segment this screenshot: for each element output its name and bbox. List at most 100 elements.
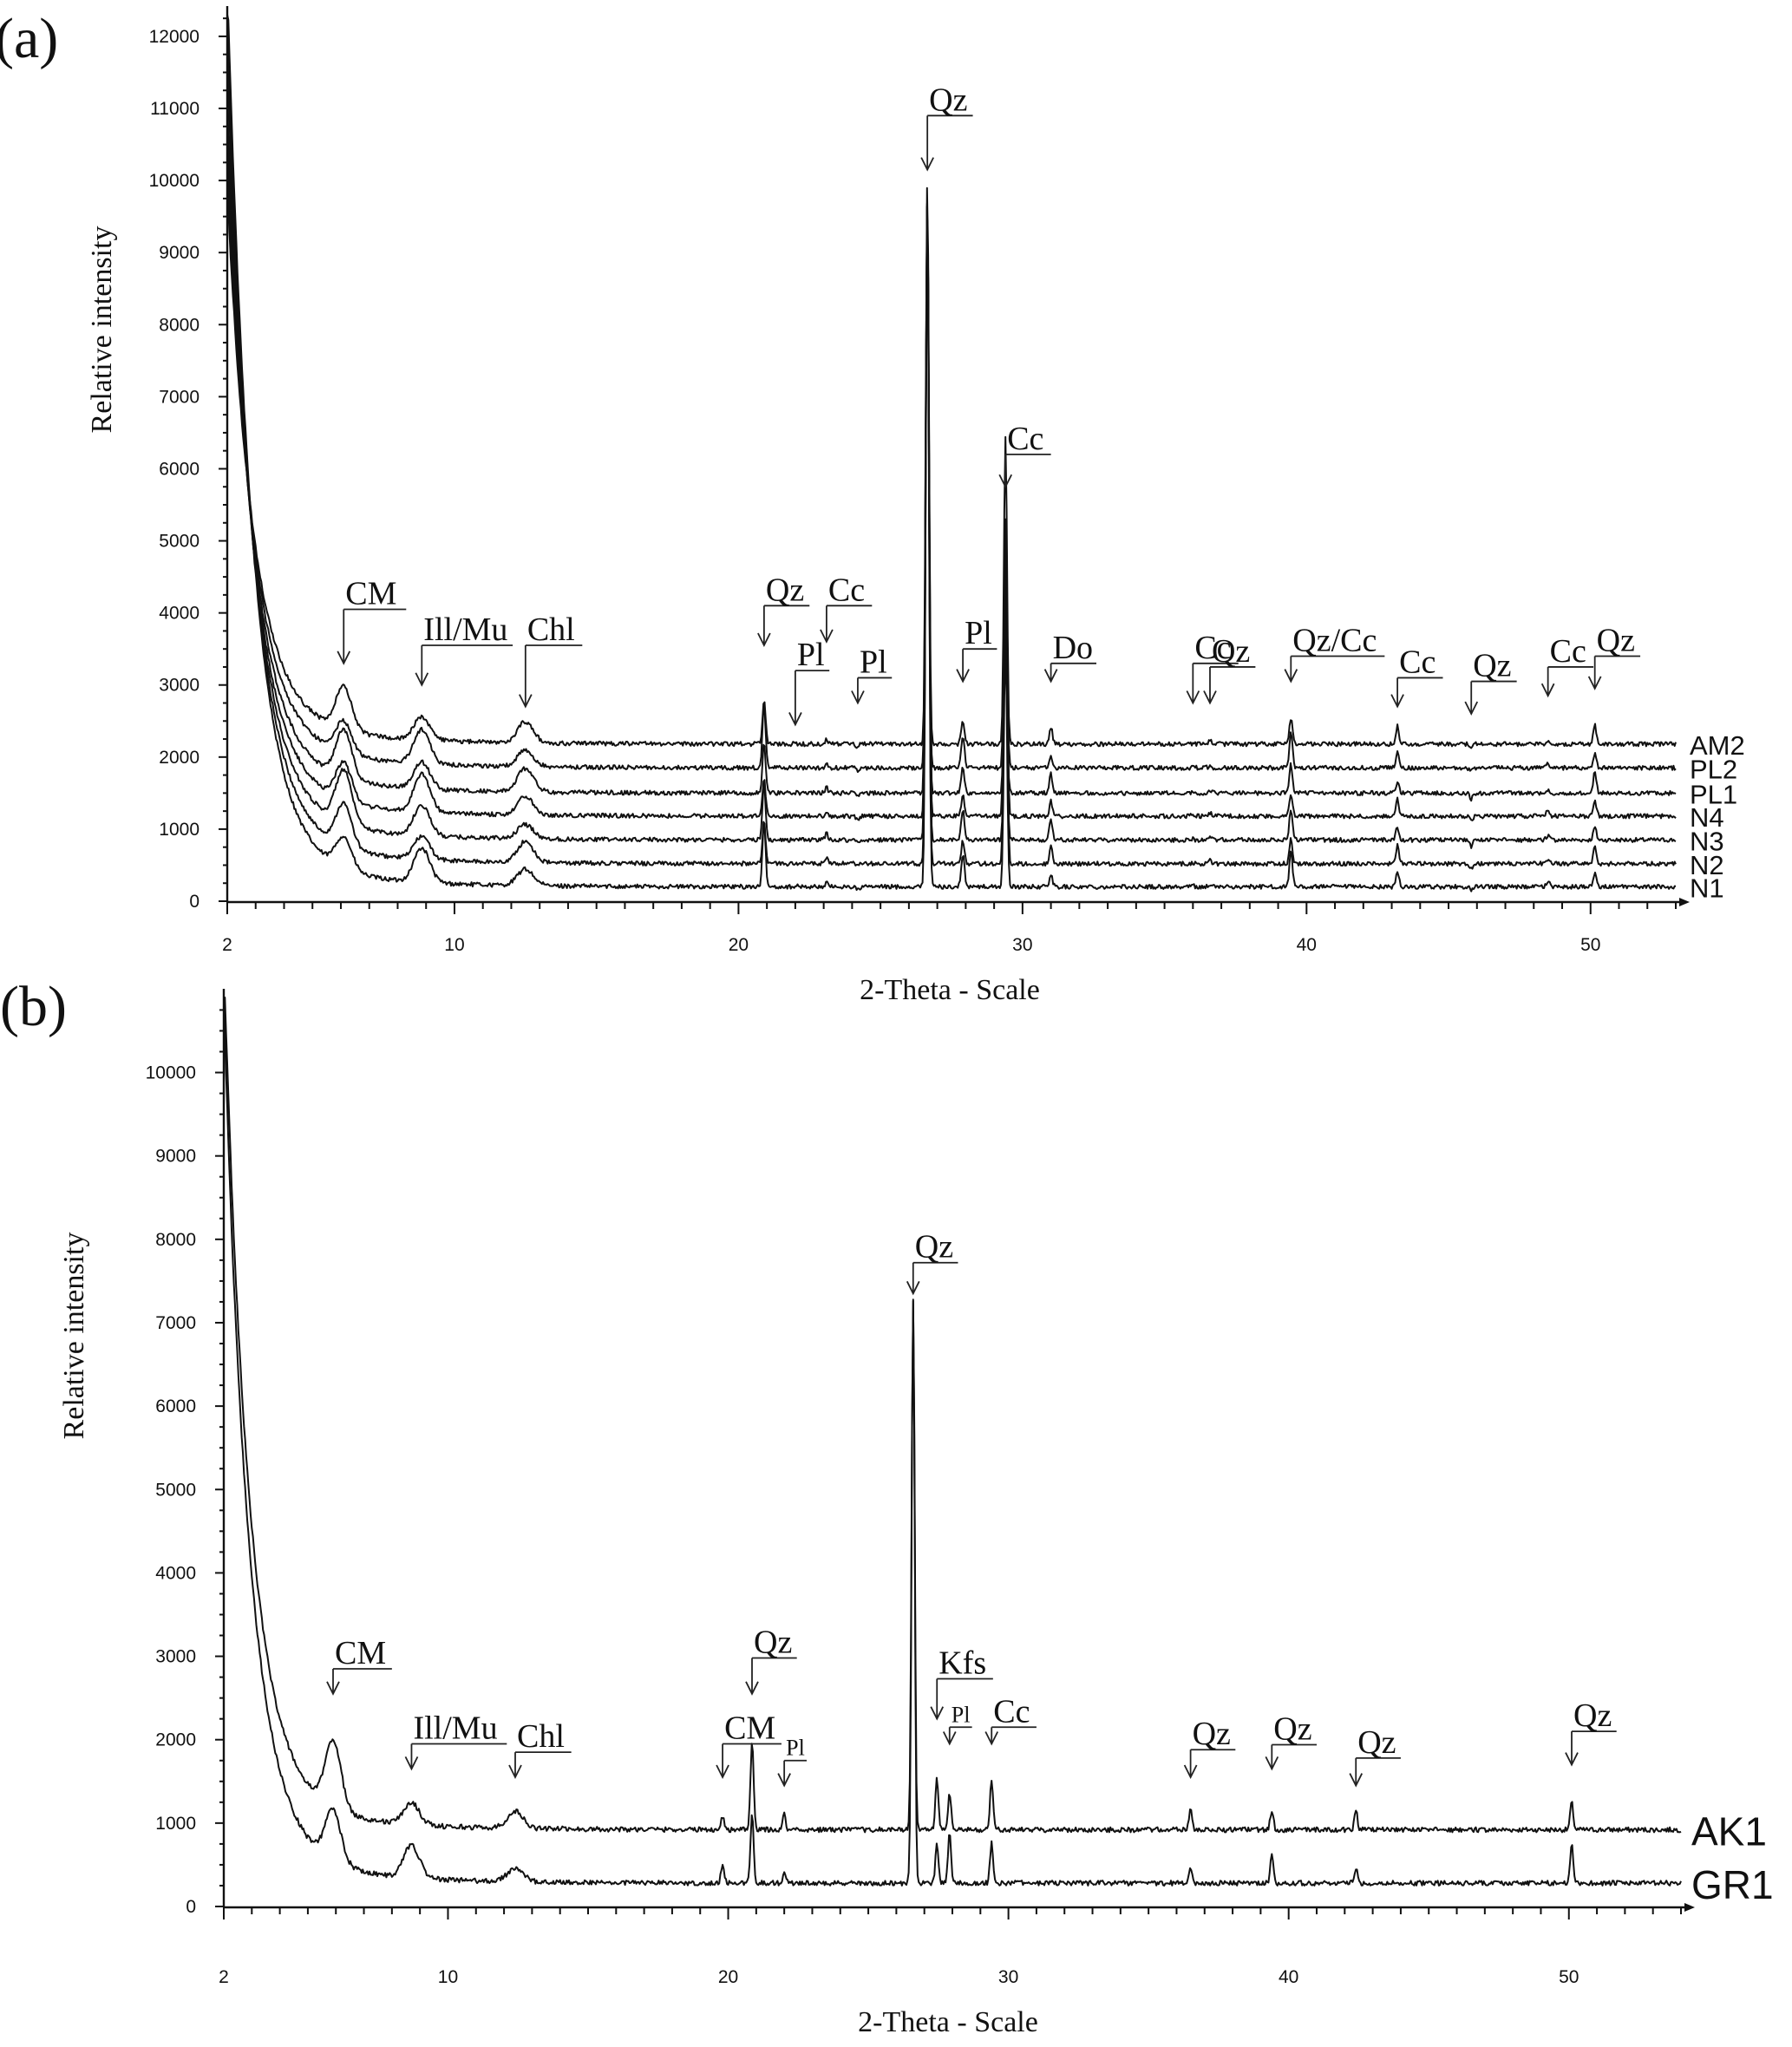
series-line-gr1 xyxy=(223,999,1682,1887)
annotation-arrowhead xyxy=(508,1764,522,1779)
peak-annotation-qz: Qz xyxy=(1464,648,1517,716)
annotation-label: Qz/Cc xyxy=(1292,622,1377,658)
series-label-pl2: PL2 xyxy=(1690,754,1737,784)
peak-annotation-cm: CM xyxy=(716,1710,782,1779)
x-tick-label: 30 xyxy=(1012,935,1032,955)
annotation-label: Pl xyxy=(860,644,887,680)
y-tick-label: 0 xyxy=(186,1897,196,1917)
peak-annotation-qz: Qz xyxy=(1565,1697,1617,1767)
y-tick-label: 6000 xyxy=(159,459,199,479)
annotation-label: Pl xyxy=(952,1702,971,1727)
peak-annotation-qz: Qz xyxy=(1203,633,1256,705)
peak-annotation-chl: Chl xyxy=(508,1718,572,1779)
y-tick-label: 7000 xyxy=(159,387,199,407)
annotation-arrowhead xyxy=(1265,1756,1279,1771)
annotation-arrowhead xyxy=(415,672,429,687)
peak-annotation-cc: Cc xyxy=(1390,644,1443,709)
x-tick-label: 10 xyxy=(444,935,464,955)
annotation-arrowhead xyxy=(716,1764,729,1779)
annotation-label: Do xyxy=(1053,630,1093,666)
annotation-arrowhead xyxy=(519,694,533,709)
x-tick-label: 2 xyxy=(222,935,232,955)
annotation-label: CM xyxy=(724,1710,775,1747)
panel-b-letter: (b) xyxy=(0,975,67,1038)
annotation-label: Qz xyxy=(915,1229,953,1265)
series-line-n1 xyxy=(226,14,1677,893)
panel-a-x-axis-title: 2-Theta - Scale xyxy=(860,974,1040,1006)
peak-annotation-cc: Cc xyxy=(984,1693,1037,1746)
peak-annotation-qz: Qz xyxy=(1349,1724,1401,1788)
peak-annotation-pl: Pl xyxy=(942,1702,972,1746)
x-tick-label: 20 xyxy=(729,935,749,955)
series-label-n3: N3 xyxy=(1690,826,1724,856)
x-tick-label: 40 xyxy=(1297,935,1317,955)
annotation-arrowhead xyxy=(1390,694,1404,709)
y-tick-label: 3000 xyxy=(155,1647,196,1667)
annotation-label: Qz xyxy=(1212,633,1250,670)
annotation-label: Cc xyxy=(1194,630,1231,666)
series-line-pl2 xyxy=(226,160,1677,774)
annotation-arrowhead xyxy=(1284,669,1298,683)
peak-annotation-cc: Cc xyxy=(1540,633,1594,698)
annotation-arrowhead xyxy=(404,1756,419,1771)
panel-a-y-axis-title: Relative intensity xyxy=(86,226,118,434)
series-line-am2 xyxy=(226,186,1677,749)
x-tick-label: 30 xyxy=(998,1967,1018,1987)
series-line-ak1 xyxy=(224,997,1682,1834)
panel-a-chart: (a) 0 1000 2000 3000 4000 5000 6000 7000 8000 900… xyxy=(0,6,1745,1006)
annotation-arrowhead xyxy=(788,712,802,727)
peak-annotation-qz: Qz xyxy=(757,572,810,648)
annotation-label: Qz xyxy=(766,572,804,608)
annotation-arrowhead xyxy=(984,1731,999,1746)
peak-annotation-do: Do xyxy=(1043,630,1096,683)
x-tick-label: 10 xyxy=(438,1967,458,1987)
y-tick-label: 9000 xyxy=(155,1147,196,1167)
peak-annotation-chl: Chl xyxy=(519,611,583,709)
annotation-arrowhead xyxy=(1565,1752,1579,1767)
peak-annotation-kfs: Kfs xyxy=(930,1645,993,1721)
annotation-arrowhead xyxy=(956,669,970,683)
y-tick-label: 8000 xyxy=(155,1230,196,1250)
annotation-arrowhead xyxy=(930,1706,945,1721)
peak-annotation-pl: Pl xyxy=(956,615,997,683)
peak-annotation-cc: Cc xyxy=(998,421,1051,489)
y-tick-label: 4000 xyxy=(159,604,199,624)
annotation-label: Qz xyxy=(1573,1697,1612,1734)
annotation-arrowhead xyxy=(1183,1764,1198,1779)
series-label-ak1: AK1 xyxy=(1691,1809,1767,1854)
peak-annotation-cc: Cc xyxy=(820,572,873,644)
annotation-label: Pl xyxy=(797,637,825,673)
y-tick-label: 3000 xyxy=(159,676,199,696)
y-tick-label: 4000 xyxy=(155,1563,196,1583)
annotation-arrowhead xyxy=(1540,683,1555,698)
peak-annotation-cc: Cc xyxy=(1186,630,1239,705)
peak-annotation-pl: Pl xyxy=(851,644,893,705)
series-line-n2 xyxy=(226,15,1677,870)
annotation-arrowhead xyxy=(906,1280,920,1296)
series-line-n3 xyxy=(226,58,1677,849)
annotation-label: Pl xyxy=(965,615,992,651)
annotation-label: Ill/Mu xyxy=(423,611,507,648)
peak-annotation-pl: Pl xyxy=(788,637,830,727)
y-tick-label: 6000 xyxy=(155,1396,196,1416)
annotation-arrowhead xyxy=(326,1681,340,1696)
y-tick-label: 2000 xyxy=(155,1730,196,1750)
series-label-n4: N4 xyxy=(1690,802,1724,833)
x-tick-label: 40 xyxy=(1279,1967,1298,1987)
annotation-arrowhead xyxy=(942,1731,957,1746)
y-tick-label: 5000 xyxy=(155,1480,196,1500)
annotation-label: Pl xyxy=(786,1736,805,1761)
annotation-arrowhead xyxy=(1186,690,1200,705)
annotation-label: Qz xyxy=(1357,1724,1396,1761)
series-label-n2: N2 xyxy=(1690,850,1724,880)
series-label-n1: N1 xyxy=(1690,873,1724,903)
annotation-arrowhead xyxy=(920,157,934,172)
y-tick-label: 7000 xyxy=(155,1313,196,1333)
peak-annotation-qz: Qz xyxy=(1587,622,1641,690)
y-tick-label: 11000 xyxy=(150,99,199,119)
annotation-arrowhead xyxy=(757,632,771,648)
annotation-arrowhead xyxy=(777,1773,791,1788)
y-tick-label: 0 xyxy=(189,892,199,912)
x-axis-arrow xyxy=(1684,1903,1695,1912)
